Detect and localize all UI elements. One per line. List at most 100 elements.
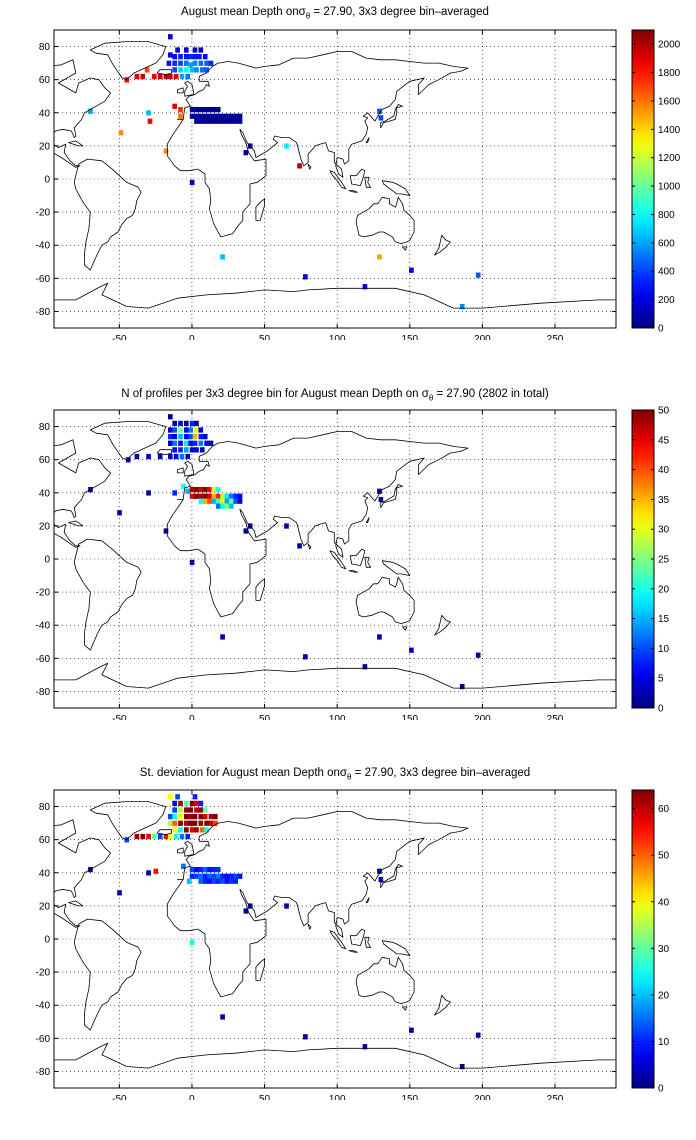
data-cell xyxy=(198,60,204,66)
data-cell xyxy=(243,150,249,156)
data-cell xyxy=(189,866,195,873)
plot-area xyxy=(54,30,616,328)
data-cell xyxy=(167,453,173,460)
y-tick-label: -40 xyxy=(36,621,51,632)
data-cell xyxy=(183,820,189,826)
data-cell xyxy=(183,440,189,446)
data-cell xyxy=(224,118,230,124)
data-cell xyxy=(378,115,384,121)
data-cell xyxy=(228,493,234,499)
data-cell xyxy=(198,434,204,440)
y-tick-label: -60 xyxy=(36,274,51,285)
colorbar-tick-label: 20 xyxy=(658,990,670,1001)
data-cell xyxy=(220,634,225,640)
data-cell xyxy=(228,113,234,119)
data-cell xyxy=(233,878,239,884)
data-cell xyxy=(204,60,209,66)
data-cell xyxy=(207,866,212,873)
data-cell xyxy=(163,833,169,840)
data-cell xyxy=(189,113,195,119)
data-cell xyxy=(188,62,193,68)
coastline xyxy=(73,918,142,1031)
colorbar-tick-label: 400 xyxy=(658,267,675,278)
data-cell xyxy=(199,827,205,833)
data-cell xyxy=(198,866,204,873)
data-cell xyxy=(220,1014,225,1020)
colorbar-frame xyxy=(631,789,655,1089)
data-cell xyxy=(224,878,230,884)
data-cell xyxy=(224,498,230,504)
data-cell xyxy=(215,113,221,119)
data-cell xyxy=(215,486,221,493)
data-cell xyxy=(183,814,189,820)
data-cell xyxy=(189,873,195,879)
coastline xyxy=(54,819,111,928)
data-cell xyxy=(220,113,225,119)
data-cell xyxy=(207,118,212,124)
data-cell xyxy=(188,440,193,446)
data-cell xyxy=(377,488,382,494)
panel-mean-depth: August mean Depth onσθ = 27.90, 3x3 degr… xyxy=(0,0,696,340)
colorbar-tick-label: 1600 xyxy=(658,96,681,107)
data-cell xyxy=(167,34,173,40)
data-cell xyxy=(178,814,183,820)
data-cell xyxy=(185,488,191,494)
data-cell xyxy=(192,54,198,60)
data-cell xyxy=(215,503,221,509)
data-cell xyxy=(198,814,204,820)
coastline xyxy=(255,198,266,221)
coastline xyxy=(365,137,370,144)
chart-title: August mean Depth onσθ = 27.90, 3x3 degr… xyxy=(181,6,489,21)
data-cell xyxy=(228,503,234,509)
data-cell xyxy=(237,498,243,504)
colorbar-tick-label: 25 xyxy=(658,555,670,566)
data-cell xyxy=(198,113,204,119)
coastline xyxy=(349,548,366,567)
y-tick-label: -80 xyxy=(36,1067,51,1078)
data-cell xyxy=(179,73,185,80)
data-cell xyxy=(179,453,185,460)
data-cell xyxy=(194,807,199,813)
map-chart-mean-depth: -50 0 50 100 150 200 250-80-60-40-200204060800… xyxy=(36,29,681,340)
coastline xyxy=(380,864,403,889)
data-cell xyxy=(198,493,204,499)
coastline xyxy=(73,538,142,651)
coastline xyxy=(402,246,408,251)
data-cell xyxy=(192,814,198,820)
y-tick-label: 80 xyxy=(39,802,51,813)
coastline xyxy=(307,923,312,930)
data-cell xyxy=(211,106,217,113)
coastline xyxy=(365,897,370,904)
colorbar-tick-label: 0 xyxy=(658,324,664,335)
data-cell xyxy=(233,118,239,124)
y-tick-label: 40 xyxy=(39,488,51,499)
data-cell xyxy=(233,493,239,499)
colorbar-frame xyxy=(631,29,655,329)
data-cell xyxy=(237,118,243,124)
data-cell xyxy=(202,807,208,813)
data-cell xyxy=(146,110,151,116)
colorbar-tick-label: 10 xyxy=(658,1037,670,1048)
data-cell xyxy=(88,108,93,114)
coastline xyxy=(355,576,415,625)
data-cell xyxy=(211,498,217,504)
data-cell xyxy=(163,528,169,534)
y-tick-label: 80 xyxy=(39,42,51,53)
data-cell xyxy=(183,47,189,53)
data-cell xyxy=(167,427,173,433)
data-cell xyxy=(183,434,189,440)
data-cell xyxy=(181,483,186,489)
x-tick-label: 200 xyxy=(474,714,491,720)
data-cell xyxy=(167,814,173,820)
coastline xyxy=(54,282,616,328)
data-cell xyxy=(224,873,230,879)
data-cell xyxy=(204,827,209,833)
data-cell xyxy=(188,814,193,820)
y-tick-label: 80 xyxy=(39,422,51,433)
coastline xyxy=(364,556,372,568)
coastline xyxy=(329,550,347,570)
coastline xyxy=(355,196,415,245)
data-cell xyxy=(157,73,163,80)
data-cell xyxy=(188,807,193,813)
plot-area xyxy=(54,410,616,708)
